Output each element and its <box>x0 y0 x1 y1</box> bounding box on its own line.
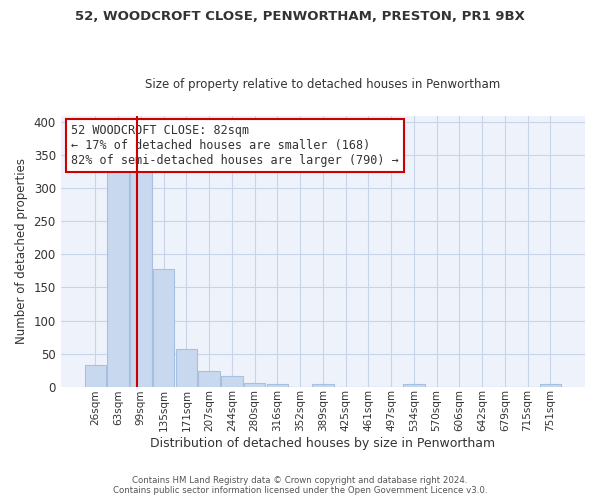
Bar <box>403 384 425 386</box>
Bar <box>312 384 334 386</box>
Bar <box>153 269 175 386</box>
Title: Size of property relative to detached houses in Penwortham: Size of property relative to detached ho… <box>145 78 500 91</box>
Bar <box>221 376 242 386</box>
Bar <box>198 370 220 386</box>
Bar <box>266 384 288 386</box>
Bar <box>107 170 129 386</box>
Bar <box>539 384 561 386</box>
Text: Contains HM Land Registry data © Crown copyright and database right 2024.
Contai: Contains HM Land Registry data © Crown c… <box>113 476 487 495</box>
Text: 52, WOODCROFT CLOSE, PENWORTHAM, PRESTON, PR1 9BX: 52, WOODCROFT CLOSE, PENWORTHAM, PRESTON… <box>75 10 525 23</box>
X-axis label: Distribution of detached houses by size in Penwortham: Distribution of detached houses by size … <box>150 437 496 450</box>
Text: 52 WOODCROFT CLOSE: 82sqm
← 17% of detached houses are smaller (168)
82% of semi: 52 WOODCROFT CLOSE: 82sqm ← 17% of detac… <box>71 124 399 167</box>
Bar <box>244 382 265 386</box>
Bar <box>130 166 152 386</box>
Bar <box>176 349 197 387</box>
Bar <box>85 364 106 386</box>
Y-axis label: Number of detached properties: Number of detached properties <box>15 158 28 344</box>
